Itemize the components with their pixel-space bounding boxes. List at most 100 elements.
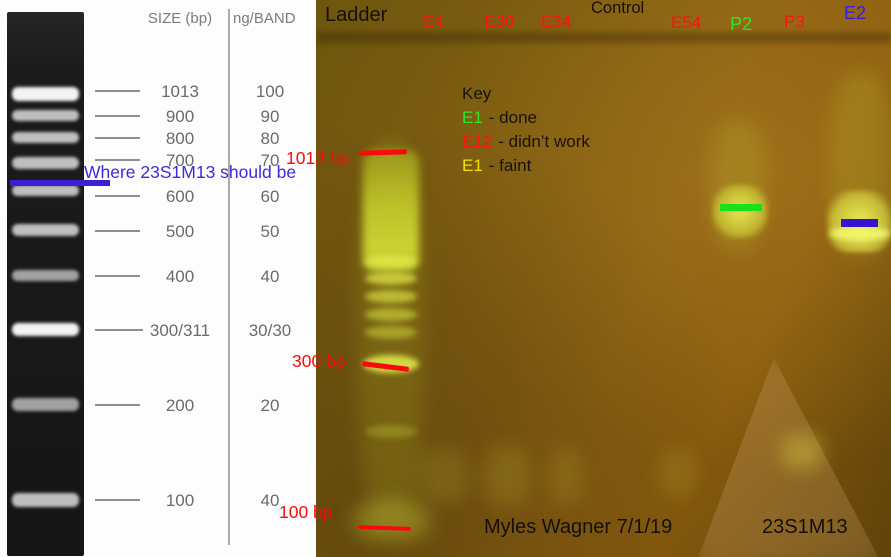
band-tick [95, 195, 140, 197]
lane-label-e54: E54 [671, 13, 702, 32]
band-tick [95, 329, 143, 331]
ladder-band [12, 185, 79, 196]
gel-top-edge [316, 32, 891, 43]
ladder-row: 400 40 [0, 267, 316, 286]
ng-value: 100 [255, 82, 285, 101]
e2-lane-glow [830, 72, 891, 257]
lane-label-p2: P2 [730, 14, 753, 34]
gel-ladder-band [365, 272, 417, 285]
lane-label-e4: E4 [423, 12, 444, 31]
ng-value: 70 [260, 151, 280, 170]
faint-smear-e30 [482, 445, 532, 507]
gel-shadow [316, 0, 891, 557]
bp-100-label: 100 bp [279, 502, 333, 522]
size-value: 200 [165, 396, 195, 415]
key-entry-done: E1 - done [462, 106, 590, 130]
key-desc: - didn’t work [498, 132, 590, 151]
ladder-row: 200 20 [0, 396, 316, 415]
gel-ladder-band [354, 500, 430, 542]
ladder-band [12, 493, 79, 507]
lane-label-p3: P3 [784, 12, 805, 31]
ladder-row: 800 80 [0, 129, 316, 148]
ladder-band [12, 110, 79, 121]
ng-value: 20 [260, 396, 280, 415]
gel-photo: Ladder E4 E30 E34 Control E54 P2 P3 E2 K… [316, 0, 891, 557]
e2-band-bright [830, 226, 890, 241]
band-tick [95, 230, 140, 232]
ng-value: 40 [260, 491, 280, 510]
size-value: 300/311 [149, 321, 211, 340]
key-desc: - done [488, 108, 537, 127]
ladder-row: 100 40 [0, 491, 316, 510]
ng-value: 80 [260, 129, 280, 148]
lane-label-e30: E30 [484, 12, 515, 31]
ng-value: 50 [260, 222, 280, 241]
ng-value: 30/30 [248, 321, 292, 340]
size-value: 500 [165, 222, 195, 241]
ng-value: 60 [260, 187, 280, 206]
ladder-band [12, 157, 79, 169]
size-column-header: SIZE (bp) [147, 10, 213, 27]
band-tick [95, 499, 140, 501]
key-desc: - faint [488, 156, 532, 175]
key-legend: Key E1 - done E12 - didn’t work E1 - faint [462, 82, 590, 178]
ng-value: 90 [260, 107, 280, 126]
faint-spot-p3 [781, 434, 823, 470]
ladder-row: 300/311 30/30 [0, 321, 316, 340]
faint-smear-e54 [658, 448, 696, 498]
lane-label-e34: E34 [541, 12, 572, 31]
column-divider [228, 9, 230, 545]
ladder-band [12, 398, 79, 411]
ladder-row: 700 70 [0, 151, 316, 170]
size-value: 100 [165, 491, 195, 510]
ladder-gel-strip-image [7, 12, 84, 556]
key-code: E12 [462, 132, 493, 151]
bp-300-label: 300 bp [292, 351, 346, 371]
author-date-label: Myles Wagner 7/1/19 [484, 516, 673, 538]
p2-band-marker-line [720, 204, 762, 211]
p2-band [712, 184, 768, 238]
band-tick [95, 137, 140, 139]
gel-ladder-band [365, 308, 417, 321]
band-tick [95, 90, 140, 92]
key-entry-faint: E1 - faint [462, 154, 590, 178]
ladder-band [12, 132, 79, 143]
size-value: 600 [165, 187, 195, 206]
ladder-reference-panel: SIZE (bp) ng/BAND 1013 100 900 90 [0, 0, 316, 557]
target-position-note: Where 23S1M13 should be [84, 162, 297, 182]
size-value: 400 [165, 267, 195, 286]
gel-ladder-band [365, 425, 417, 438]
gel-lighting [316, 0, 891, 557]
ng-column-header: ng/BAND [233, 10, 296, 27]
size-value: 900 [165, 107, 195, 126]
p2-lane-glow [710, 120, 766, 250]
target-position-line [10, 180, 110, 186]
experiment-id-label: 23S1M13 [762, 516, 848, 538]
gel-ladder-band [365, 290, 417, 303]
e2-band-marker-line [841, 219, 878, 227]
band-tick [95, 275, 140, 277]
faint-smear-e4 [418, 448, 468, 504]
band-tick [95, 159, 140, 161]
faint-smear-e34 [548, 448, 584, 506]
lane-label-control: Control [591, 0, 645, 17]
bp-1013-label: 1013 bp [286, 148, 350, 168]
lane-label-e2: E2 [844, 3, 867, 23]
size-value: 1013 [161, 82, 199, 101]
key-title: Key [462, 84, 492, 103]
key-code: E1 [462, 108, 483, 127]
ladder-row: 1013 100 [0, 82, 316, 101]
ladder-row: 600 60 [0, 187, 316, 206]
ladder-band [12, 270, 79, 281]
key-code: E1 [462, 156, 483, 175]
lane-label-ladder: Ladder [325, 4, 388, 26]
ladder-lane-smear [363, 150, 419, 272]
gel-ladder-band [365, 255, 417, 268]
ladder-row: 500 50 [0, 222, 316, 241]
ladder-row: 900 90 [0, 107, 316, 126]
gel-ladder-band [365, 326, 417, 339]
size-value: 800 [165, 129, 195, 148]
band-tick [95, 404, 140, 406]
ng-value: 40 [260, 267, 280, 286]
